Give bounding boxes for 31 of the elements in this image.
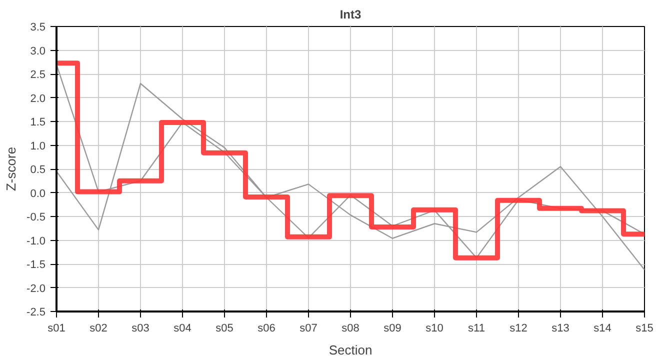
x-tick-label: s11 [468, 322, 485, 334]
y-axis-title: Z-score [4, 146, 19, 192]
x-tick-label: s07 [300, 322, 318, 334]
x-tick-label: s01 [48, 322, 66, 334]
y-tick-label: -2.0 [26, 282, 46, 295]
x-axis-title: Section [328, 342, 372, 358]
y-tick-label: -2.5 [26, 306, 46, 318]
x-tick-label: s14 [594, 322, 612, 334]
x-tick-label: s10 [426, 322, 444, 334]
y-tick-label: 3.0 [30, 45, 46, 58]
y-tick-label: 0.0 [30, 188, 46, 200]
y-tick-label: 2.0 [30, 92, 46, 105]
y-tick-label: -1.5 [26, 259, 46, 271]
y-tick-label: 0.5 [30, 164, 46, 176]
x-tick-label: s13 [552, 322, 570, 334]
y-tick-label: 1.5 [30, 116, 46, 128]
y-tick-label: 1.0 [30, 140, 46, 152]
x-tick-label: s08 [342, 322, 360, 334]
x-tick-label: s06 [258, 322, 276, 334]
y-tick-label: -0.5 [26, 212, 46, 224]
x-tick-label: s05 [216, 322, 234, 334]
y-tick-label: 2.5 [30, 69, 46, 81]
chart-title: Int3 [340, 8, 362, 22]
x-tick-label: s03 [132, 322, 150, 334]
x-tick-label: s02 [90, 322, 108, 334]
x-tick-label: s15 [636, 322, 654, 334]
x-tick-label: s09 [384, 322, 402, 334]
y-tick-label: 3.5 [30, 22, 46, 34]
y-tick-label: -1.0 [26, 235, 46, 248]
x-tick-label: s12 [510, 322, 528, 334]
x-tick-label: s04 [174, 322, 192, 334]
